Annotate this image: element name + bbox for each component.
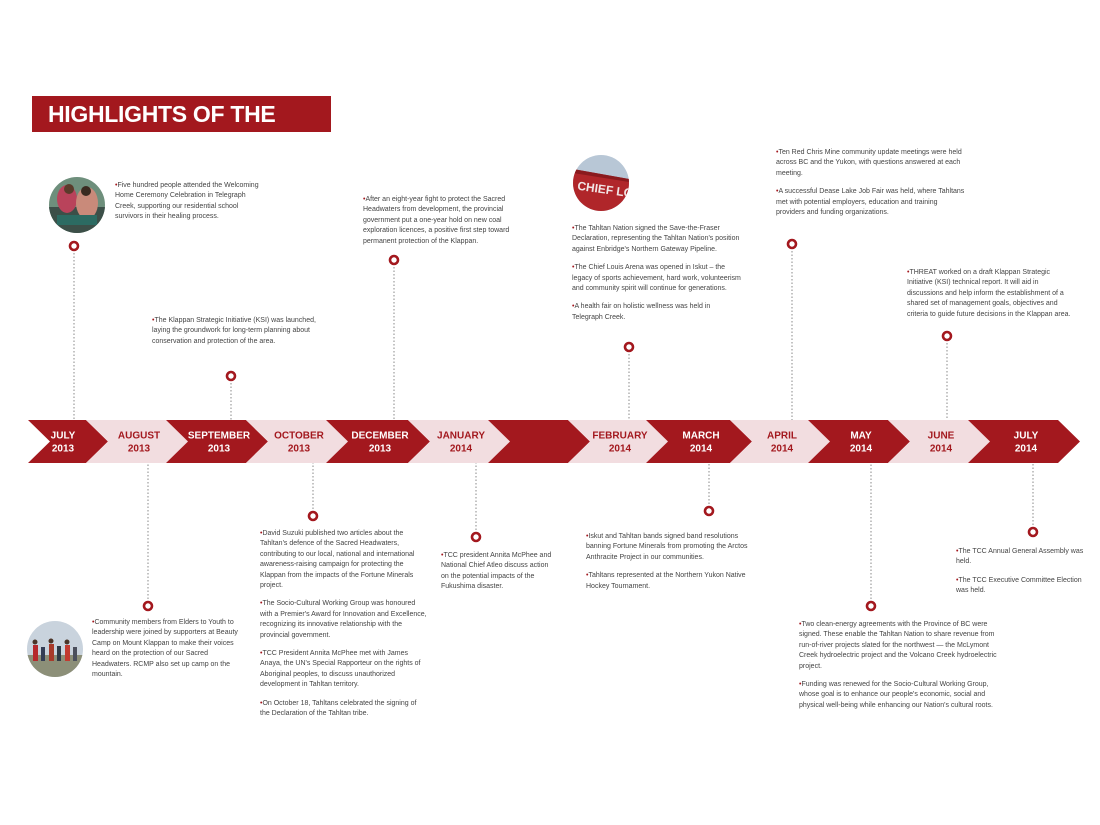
- timeline-dot: [225, 370, 237, 382]
- timeline-dot: [786, 238, 798, 250]
- timeline-segment: [28, 420, 108, 463]
- timeline-dot: [388, 254, 400, 266]
- arena-photo: CHIEF LOUIS: [573, 155, 629, 211]
- event-item: TCC President Annita McPhee met with Jam…: [260, 649, 428, 691]
- month-label: OCTOBER: [274, 431, 325, 442]
- event-item: Community members from Elders to Youth t…: [92, 618, 242, 680]
- year-label: 2014: [850, 444, 873, 455]
- timeline-dot: [307, 510, 319, 522]
- event-aug-2013: Community members from Elders to Youth t…: [92, 618, 242, 688]
- event-item: A health fair on holistic wellness was h…: [572, 302, 742, 323]
- year-label: 2013: [369, 444, 392, 455]
- event-dec-2013: After an eight-year fight to protect the…: [363, 195, 513, 255]
- ceremony-photo: [49, 177, 105, 233]
- timeline-segment: [166, 420, 268, 463]
- event-item: The Chief Louis Arena was opened in Isku…: [572, 263, 742, 294]
- event-jul-2014: The TCC Annual General Assembly was held…: [956, 547, 1086, 605]
- timeline-dot: [142, 600, 154, 612]
- timeline-dot: [623, 341, 635, 353]
- timeline-segment: [488, 420, 590, 463]
- timeline-segment: [646, 420, 752, 463]
- year-label: 2013: [128, 444, 151, 455]
- month-label: APRIL: [767, 431, 797, 442]
- event-item: The Tahltan Nation signed the Save-the-F…: [572, 224, 742, 255]
- event-item: THREAT worked on a draft Klappan Strateg…: [907, 268, 1075, 320]
- timeline-segment: [888, 420, 990, 463]
- timeline-dot: [470, 531, 482, 543]
- month-label: JANUARY: [437, 431, 485, 442]
- year-label: 2013: [288, 444, 311, 455]
- timeline-segment: [968, 420, 1080, 463]
- event-item: After an eight-year fight to protect the…: [363, 195, 513, 247]
- timeline-dot: [941, 330, 953, 342]
- year-label: 2014: [450, 444, 473, 455]
- event-item: A successful Dease Lake Job Fair was hel…: [776, 187, 966, 218]
- event-jan-2014: TCC president Annita McPhee and National…: [441, 551, 553, 601]
- event-oct-2013: David Suzuki published two articles abou…: [260, 529, 428, 728]
- event-item: The Socio-Cultural Working Group was hon…: [260, 599, 428, 641]
- month-label: FEBRUARY: [592, 431, 648, 442]
- beauty-camp-photo: [27, 621, 83, 677]
- timeline-dot: [865, 600, 877, 612]
- event-item: The TCC Annual General Assembly was held…: [956, 547, 1086, 568]
- event-item: On October 18, Tahltans celebrated the s…: [260, 699, 428, 720]
- timeline-segment: [86, 420, 188, 463]
- timeline-dot: [68, 240, 80, 252]
- event-item: The Klappan Strategic Initiative (KSI) w…: [152, 316, 320, 347]
- month-label: JUNE: [928, 431, 955, 442]
- year-label: 2014: [690, 444, 713, 455]
- timeline-segment: [326, 420, 430, 463]
- event-jul-2013: Five hundred people attended the Welcomi…: [115, 181, 265, 231]
- timeline-dot: [703, 505, 715, 517]
- event-item: Two clean-energy agreements with the Pro…: [799, 620, 997, 672]
- timeline-segment: [408, 420, 510, 463]
- page-title: HIGHLIGHTS OF THE YEAR: [32, 96, 331, 163]
- timeline-segment: [808, 420, 910, 463]
- timeline-segment: [568, 420, 668, 463]
- event-feb-2014: The Tahltan Nation signed the Save-the-F…: [572, 224, 742, 331]
- event-mar-2014: Iskut and Tahltan bands signed band reso…: [586, 532, 756, 600]
- event-item: Five hundred people attended the Welcomi…: [115, 181, 265, 223]
- timeline-dot: [1027, 526, 1039, 538]
- event-apr-2014: Ten Red Chris Mine community update meet…: [776, 148, 966, 226]
- event-jun-2014: THREAT worked on a draft Klappan Strateg…: [907, 268, 1075, 328]
- event-item: David Suzuki published two articles abou…: [260, 529, 428, 591]
- year-label: 2013: [208, 444, 231, 455]
- month-label: SEPTEMBER: [188, 431, 251, 442]
- timeline-connectors: [68, 238, 1039, 612]
- month-label: DECEMBER: [351, 431, 409, 442]
- month-label: MARCH: [682, 431, 719, 442]
- month-label: MAY: [850, 431, 872, 442]
- event-may-2014: Two clean-energy agreements with the Pro…: [799, 620, 997, 719]
- timeline-segment: [730, 420, 830, 463]
- month-label: JULY: [1014, 431, 1039, 442]
- event-item: Tahltans represented at the Northern Yuk…: [586, 571, 756, 592]
- event-sep-2013: The Klappan Strategic Initiative (KSI) w…: [152, 316, 320, 355]
- year-label: 2014: [930, 444, 953, 455]
- month-label: JULY: [51, 431, 76, 442]
- timeline-bar: JULY 2013 AUGUST 2013 SEPTEMBER 2013 OCTOBER 20…: [28, 420, 1080, 463]
- year-label: 2014: [609, 444, 632, 455]
- timeline-segment: [246, 420, 348, 463]
- year-label: 2014: [771, 444, 794, 455]
- event-item: Iskut and Tahltan bands signed band reso…: [586, 532, 756, 563]
- month-label: AUGUST: [118, 431, 160, 442]
- year-label: 2013: [52, 444, 75, 455]
- year-label: 2014: [1015, 444, 1038, 455]
- event-item: Ten Red Chris Mine community update meet…: [776, 148, 966, 179]
- event-item: TCC president Annita McPhee and National…: [441, 551, 553, 593]
- event-item: Funding was renewed for the Socio-Cultur…: [799, 680, 997, 711]
- event-item: The TCC Executive Committee Election was…: [956, 576, 1086, 597]
